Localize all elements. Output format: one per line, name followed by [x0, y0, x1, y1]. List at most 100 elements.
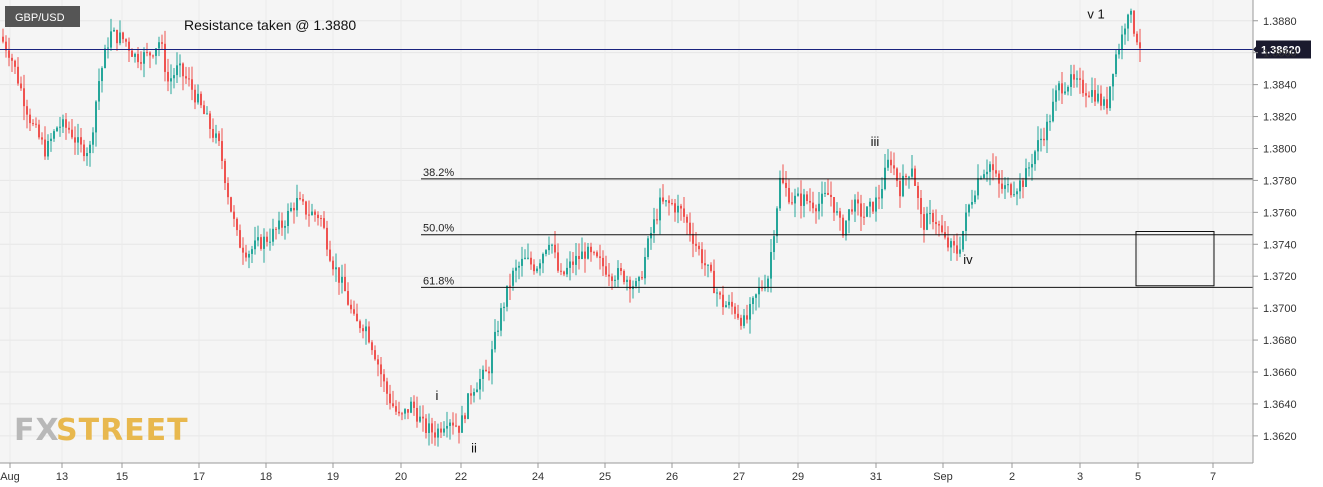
candle-body [527, 257, 529, 259]
candle-body [1124, 28, 1126, 35]
y-tick-label: 1.3760 [1263, 207, 1297, 219]
candle-body [314, 211, 316, 215]
candle-body [272, 228, 274, 242]
candle-body [1043, 138, 1045, 141]
candle-body [617, 268, 619, 280]
candle-body [533, 264, 535, 272]
candle-body [290, 207, 292, 211]
candle-body [116, 29, 118, 44]
candle-body [1058, 83, 1060, 91]
candle-body [812, 202, 814, 209]
candle-body [821, 193, 823, 204]
chart-title: Resistance taken @ 1.3880 [184, 17, 356, 33]
candle-body [578, 255, 580, 260]
candle-body [1001, 183, 1003, 189]
candle-body [197, 93, 199, 103]
candle-body [404, 409, 406, 414]
candle-body [245, 252, 247, 258]
candle-body [422, 416, 424, 419]
candle-body [293, 207, 295, 211]
fib-level-label: 38.2% [423, 167, 454, 179]
wave-label: iv [963, 252, 973, 267]
candle-body [671, 203, 673, 205]
candle-body [584, 251, 586, 259]
candle-body [770, 252, 772, 279]
candle-body [800, 193, 802, 206]
candle-body [503, 306, 505, 309]
plot-area[interactable] [0, 0, 1253, 463]
candle-body [563, 271, 565, 275]
candle-body [953, 241, 955, 246]
candle-body [149, 52, 151, 56]
candle-body [32, 123, 34, 125]
candle-body [95, 101, 97, 133]
candle-body [200, 93, 202, 106]
wave-label: i [436, 388, 439, 403]
candle-body [59, 126, 61, 128]
candle-body [977, 178, 979, 196]
candle-body [824, 192, 826, 194]
candle-body [659, 197, 661, 221]
x-tick-label: 13 [56, 471, 68, 483]
candle-body [434, 432, 436, 438]
candle-body [725, 305, 727, 308]
candle-body [1052, 101, 1054, 122]
y-tick-label: 1.3680 [1263, 335, 1297, 347]
candle-body [608, 274, 610, 277]
candle-body [395, 406, 397, 412]
candle-body [1082, 79, 1084, 94]
candle-body [809, 200, 811, 203]
candle-body [254, 240, 256, 250]
candle-body [485, 369, 487, 372]
candle-body [98, 81, 100, 102]
x-tick-label: 31 [870, 471, 882, 483]
watermark-fx: FX [14, 413, 60, 448]
candle-body [644, 256, 646, 279]
candle-body [1127, 14, 1129, 29]
candle-body [443, 428, 445, 433]
candle-body [392, 403, 394, 407]
candle-body [761, 287, 763, 289]
candle-body [602, 257, 604, 267]
candle-body [476, 389, 478, 393]
candle-body [836, 211, 838, 213]
candle-body [491, 349, 493, 374]
candle-body [1097, 93, 1099, 102]
candle-body [86, 153, 88, 157]
candle-body [458, 425, 460, 433]
candle-body [398, 411, 400, 414]
candle-body [1085, 93, 1087, 96]
candle-body [881, 189, 883, 199]
candle-body [1112, 74, 1114, 87]
fib-level-label: 61.8% [423, 275, 454, 287]
candle-body [794, 195, 796, 204]
candle-body [152, 55, 154, 57]
candle-body [317, 214, 319, 219]
candle-body [302, 199, 304, 202]
candle-body [650, 232, 652, 239]
candle-body [719, 292, 721, 295]
candle-body [1115, 54, 1117, 75]
candle-body [707, 264, 709, 266]
candle-body [536, 268, 538, 272]
candle-body [878, 197, 880, 199]
candle-body [62, 119, 64, 127]
candle-body [797, 193, 799, 196]
candle-body [515, 267, 517, 271]
candle-body [710, 264, 712, 271]
target-box[interactable] [1135, 231, 1215, 287]
candle-body [236, 218, 238, 231]
candle-body [1013, 194, 1015, 196]
candle-body [356, 313, 358, 322]
candle-body [728, 301, 730, 306]
candle-body [695, 243, 697, 246]
candle-body [143, 52, 145, 64]
candle-body [131, 50, 133, 57]
symbol-badge[interactable] [5, 6, 80, 27]
candle-body [35, 123, 37, 125]
y-tick-label: 1.3740 [1263, 239, 1297, 251]
candle-body [101, 68, 103, 82]
candle-body [167, 71, 169, 82]
candle-body [656, 219, 658, 221]
